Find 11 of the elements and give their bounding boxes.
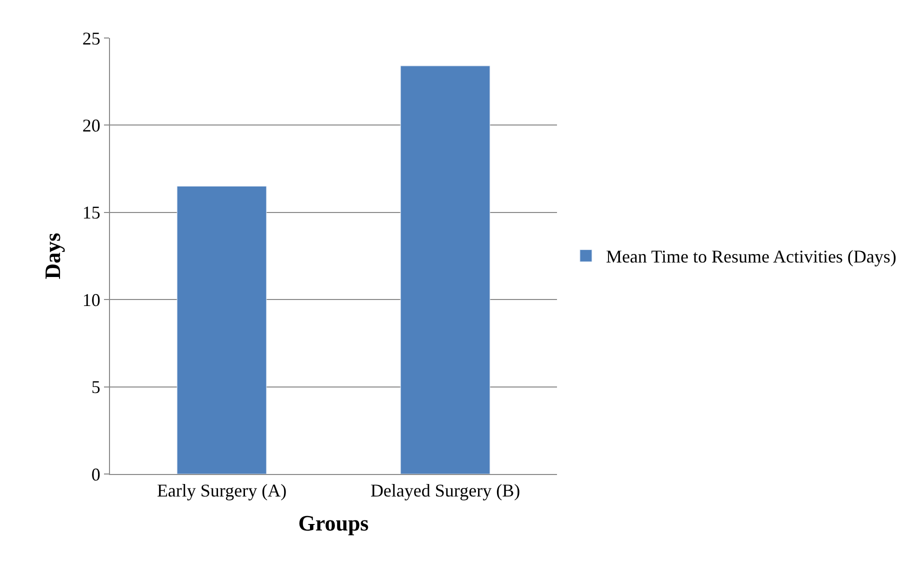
y-tick-label: 15 [82,202,100,223]
y-axis-title: Days [40,232,66,280]
y-tick-label: 5 [91,377,100,398]
y-tick-label: 20 [82,116,100,136]
legend-label: Mean Time to Resume Activities (Days) [606,246,896,267]
y-tick-label: 10 [82,290,100,310]
x-axis-title: Groups [298,510,370,536]
x-tick-label: Delayed Surgery (B) [370,480,520,501]
y-tick-label: 0 [91,464,100,484]
x-tick-label: Early Surgery (A) [156,480,287,501]
y-tick-label: 25 [82,28,100,48]
